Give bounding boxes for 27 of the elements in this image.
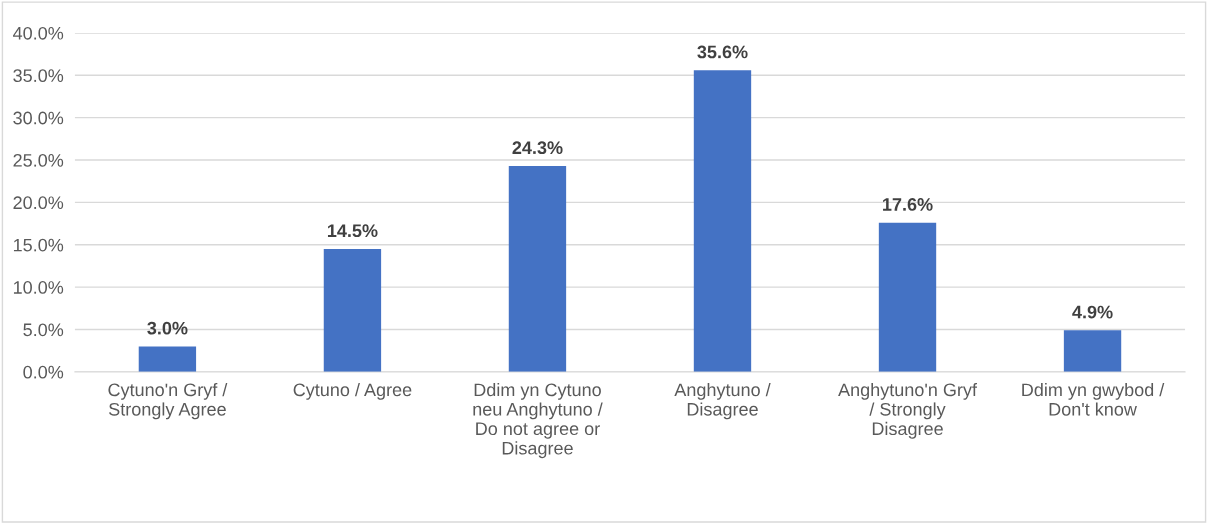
y-tick-label: 20.0% [13,196,64,210]
data-label: 14.5% [327,224,378,238]
x-tick-label: Anghytuno / Disagree [674,382,771,420]
data-label: 17.6% [883,198,933,211]
data-label: 24.3% [512,141,563,155]
x-tick-label: Cytuno'n Gryf / Strongly Agree [108,382,228,420]
x-tick-label: Ddim yn gwybod / Don't know [1022,382,1165,416]
bar [323,249,382,372]
y-tick-label: 30.0% [13,111,64,125]
bar [693,70,752,372]
bar [138,346,197,372]
y-tick-label: 15.0% [13,238,64,252]
y-tick-label: 10.0% [13,281,64,294]
bar [1063,330,1122,372]
y-tick-label: 40.0% [13,26,64,40]
data-label: 4.9% [1072,305,1113,319]
y-tick-label: 5.0% [23,323,64,337]
x-tick-label: Ddim yn Cytuno neu Anghytuno / Do not agree or Disagree [473,382,603,459]
y-tick-label: 25.0% [13,153,64,167]
data-label: 3.0% [147,321,188,335]
y-tick-label: 35.0% [13,69,64,83]
y-tick-label: 0.0% [23,365,64,379]
bar [878,222,937,372]
x-tick-label: Anghytuno'n Gryf / Strongly Disagree [838,382,978,439]
bar [508,165,567,372]
x-tick-label: Cytuno / Agree [293,382,412,400]
data-label: 35.6% [697,45,748,59]
